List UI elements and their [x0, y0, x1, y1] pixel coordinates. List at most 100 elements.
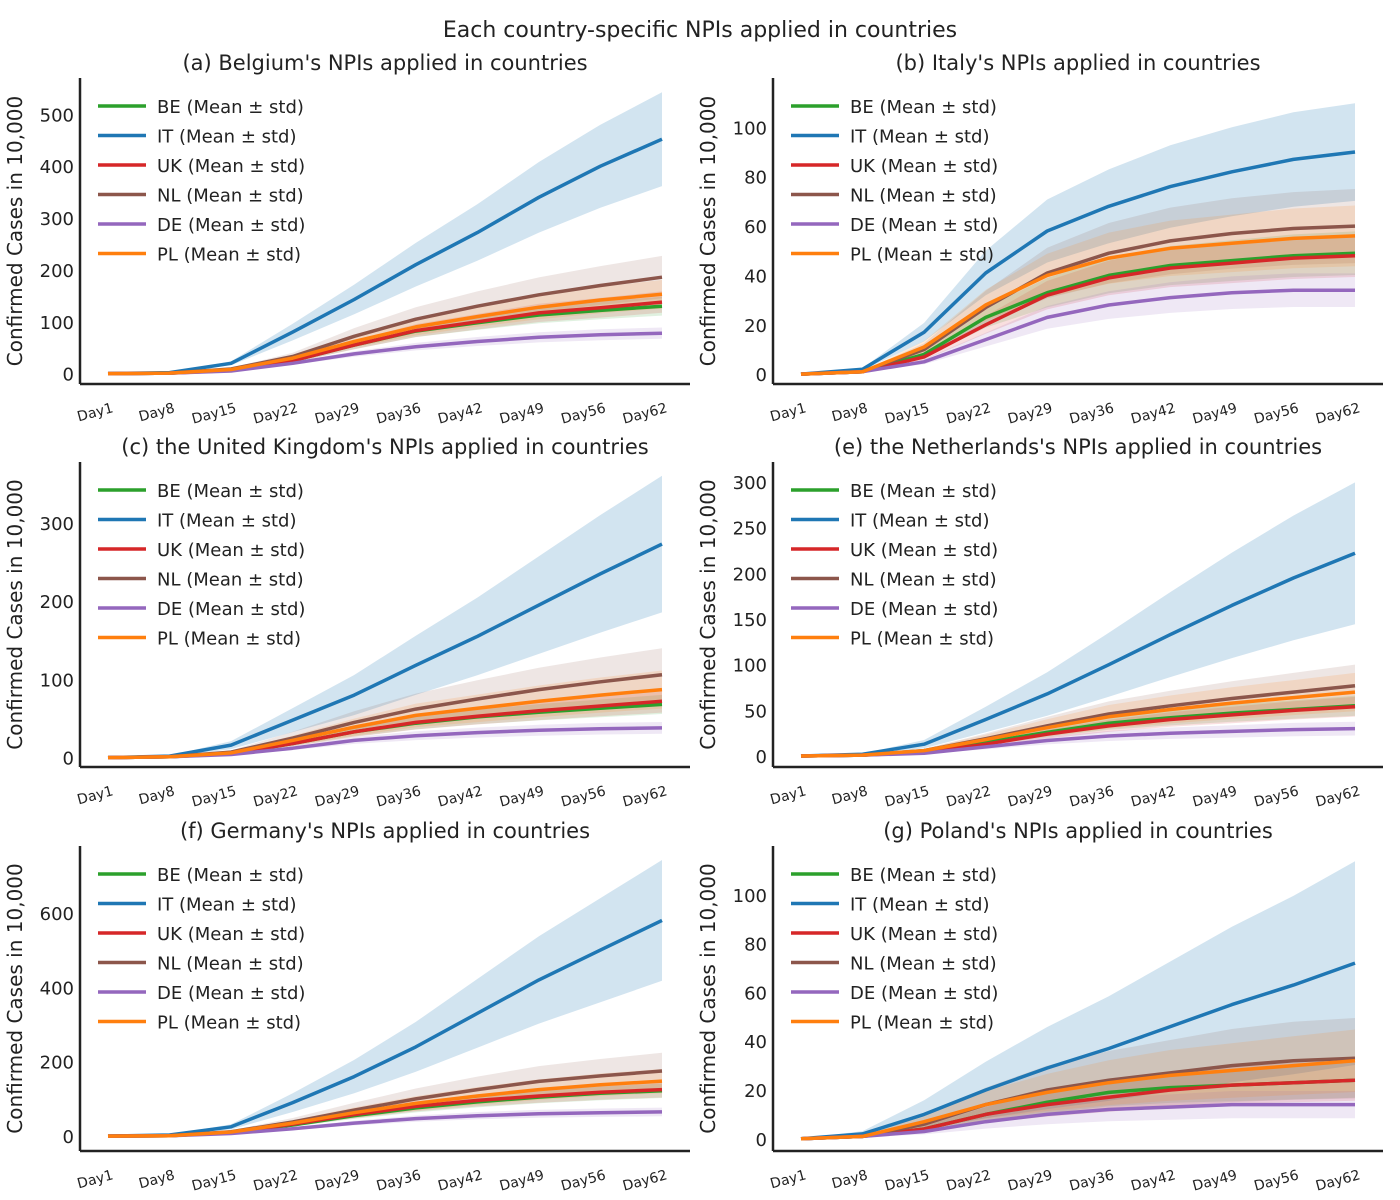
legend-entry-uk: UK (Mean ± std) — [157, 924, 305, 945]
x-tick-label: Day49 — [1191, 783, 1239, 810]
band-pl — [108, 1069, 662, 1137]
legend-entry-nl: NL (Mean ± std) — [157, 570, 304, 591]
legend-entry-it: IT (Mean ± std) — [850, 511, 990, 532]
y-tick-label: 0 — [63, 1127, 74, 1148]
y-tick-label: 60 — [744, 983, 767, 1004]
band-it — [801, 103, 1355, 375]
legend-entry-be: BE (Mean ± std) — [850, 481, 997, 502]
x-tick-label: Day36 — [1068, 1167, 1116, 1194]
band-it — [801, 861, 1355, 1139]
legend-entry-it: IT (Mean ± std) — [157, 511, 297, 532]
y-tick-label: 0 — [63, 365, 74, 386]
x-tick-label: Day36 — [1068, 400, 1116, 427]
band-uk — [801, 234, 1355, 375]
band-uk — [108, 690, 662, 758]
y-tick-label: 100 — [40, 670, 74, 691]
legend-entry-be: BE (Mean ± std) — [850, 97, 997, 118]
x-tick-label: Day29 — [313, 400, 361, 427]
band-be — [801, 695, 1355, 756]
x-tick-label: Day22 — [252, 1167, 300, 1194]
legend-entry-uk: UK (Mean ± std) — [850, 540, 998, 561]
x-tick-label: Day22 — [945, 783, 993, 810]
x-tick-label: Day56 — [559, 400, 607, 427]
x-tick-label: Day29 — [1006, 400, 1054, 427]
x-tick-label: Day62 — [1314, 783, 1362, 810]
y-tick-label: 500 — [40, 105, 74, 126]
x-tick-label: Day42 — [1129, 783, 1177, 810]
y-tick-label: 100 — [733, 886, 767, 907]
legend: BE (Mean ± std) IT (Mean ± std) UK (Mean ±… — [98, 481, 305, 650]
line-pl — [107, 292, 663, 376]
x-tick-label: Day62 — [1314, 400, 1362, 427]
y-tick-label: 200 — [733, 564, 767, 585]
x-tick-label: Day8 — [830, 783, 869, 808]
x-tick-label: Day29 — [1006, 1167, 1054, 1194]
legend-entry-nl: NL (Mean ± std) — [157, 186, 304, 207]
y-tick-label: 50 — [744, 701, 767, 722]
y-tick-label: 20 — [744, 1081, 767, 1102]
x-tick-label: Day8 — [137, 783, 176, 808]
band-nl — [108, 648, 662, 758]
panel-title: (c) the United Kingdom's NPIs applied in… — [121, 435, 648, 459]
line-pl — [107, 1079, 663, 1138]
y-tick-label: 250 — [733, 519, 767, 540]
y-tick-label: 0 — [756, 1130, 767, 1151]
band-pl — [801, 672, 1355, 756]
panel-belgium: (a) Belgium's NPIs applied in countries 0… — [3, 51, 690, 428]
y-tick-label: 300 — [733, 473, 767, 494]
panel-netherlands: (e) the Netherlands's NPIs applied in co… — [696, 435, 1383, 811]
y-tick-label: 150 — [733, 610, 767, 631]
legend-entry-pl: PL (Mean ± std) — [850, 1013, 994, 1034]
x-tick-label: Day1 — [769, 400, 808, 425]
y-tick-label: 0 — [63, 749, 74, 770]
line-pl — [800, 690, 1356, 758]
legend-entry-de: DE (Mean ± std) — [157, 215, 305, 236]
x-tick-label: Day22 — [252, 400, 300, 427]
legend-entry-nl: NL (Mean ± std) — [850, 186, 997, 207]
x-tick-label: Day42 — [1129, 400, 1177, 427]
x-tick-label: Day15 — [883, 783, 931, 810]
y-tick-label: 100 — [40, 313, 74, 334]
y-axis-label: Confirmed Cases in 10,000 — [3, 96, 27, 366]
y-tick-label: 0 — [756, 365, 767, 386]
legend-entry-pl: PL (Mean ± std) — [850, 245, 994, 266]
figure-title: Each country-specific NPIs applied in co… — [442, 18, 958, 43]
legend-entry-de: DE (Mean ± std) — [157, 983, 305, 1004]
line-it — [800, 150, 1356, 376]
x-tick-label: Day49 — [1191, 400, 1239, 427]
y-tick-label: 300 — [40, 209, 74, 230]
x-tick-label: Day15 — [883, 400, 931, 427]
line-it — [800, 551, 1356, 758]
legend-entry-it: IT (Mean ± std) — [850, 895, 990, 916]
line-uk — [800, 253, 1356, 376]
x-tick-label: Day49 — [498, 1167, 546, 1194]
y-tick-label: 100 — [733, 656, 767, 677]
y-tick-label: 400 — [40, 157, 74, 178]
line-pl — [800, 234, 1356, 376]
line-de — [800, 1102, 1355, 1141]
x-tick-label: Day1 — [769, 783, 808, 808]
legend: BE (Mean ± std) IT (Mean ± std) UK (Mean ±… — [791, 97, 998, 266]
band-pl — [801, 205, 1355, 375]
line-pl — [107, 687, 663, 760]
legend-entry-de: DE (Mean ± std) — [850, 215, 998, 236]
band-de — [801, 273, 1355, 375]
legend-entry-uk: UK (Mean ± std) — [850, 156, 998, 177]
legend-entry-be: BE (Mean ± std) — [850, 865, 997, 886]
line-de — [800, 288, 1355, 376]
x-tick-label: Day22 — [252, 783, 300, 810]
line-it — [107, 542, 663, 760]
x-tick-label: Day1 — [76, 400, 115, 425]
legend: BE (Mean ± std) IT (Mean ± std) UK (Mean ±… — [98, 97, 305, 266]
x-tick-label: Day56 — [559, 1167, 607, 1194]
line-it — [107, 137, 663, 376]
legend-entry-it: IT (Mean ± std) — [850, 127, 990, 148]
legend-entry-nl: NL (Mean ± std) — [850, 954, 997, 975]
legend-entry-be: BE (Mean ± std) — [157, 865, 304, 886]
x-tick-label: Day49 — [498, 783, 546, 810]
y-tick-label: 80 — [744, 935, 767, 956]
x-tick-label: Day62 — [621, 400, 669, 427]
x-tick-label: Day42 — [436, 400, 484, 427]
legend-entry-pl: PL (Mean ± std) — [850, 629, 994, 650]
x-tick-label: Day42 — [1129, 1167, 1177, 1194]
